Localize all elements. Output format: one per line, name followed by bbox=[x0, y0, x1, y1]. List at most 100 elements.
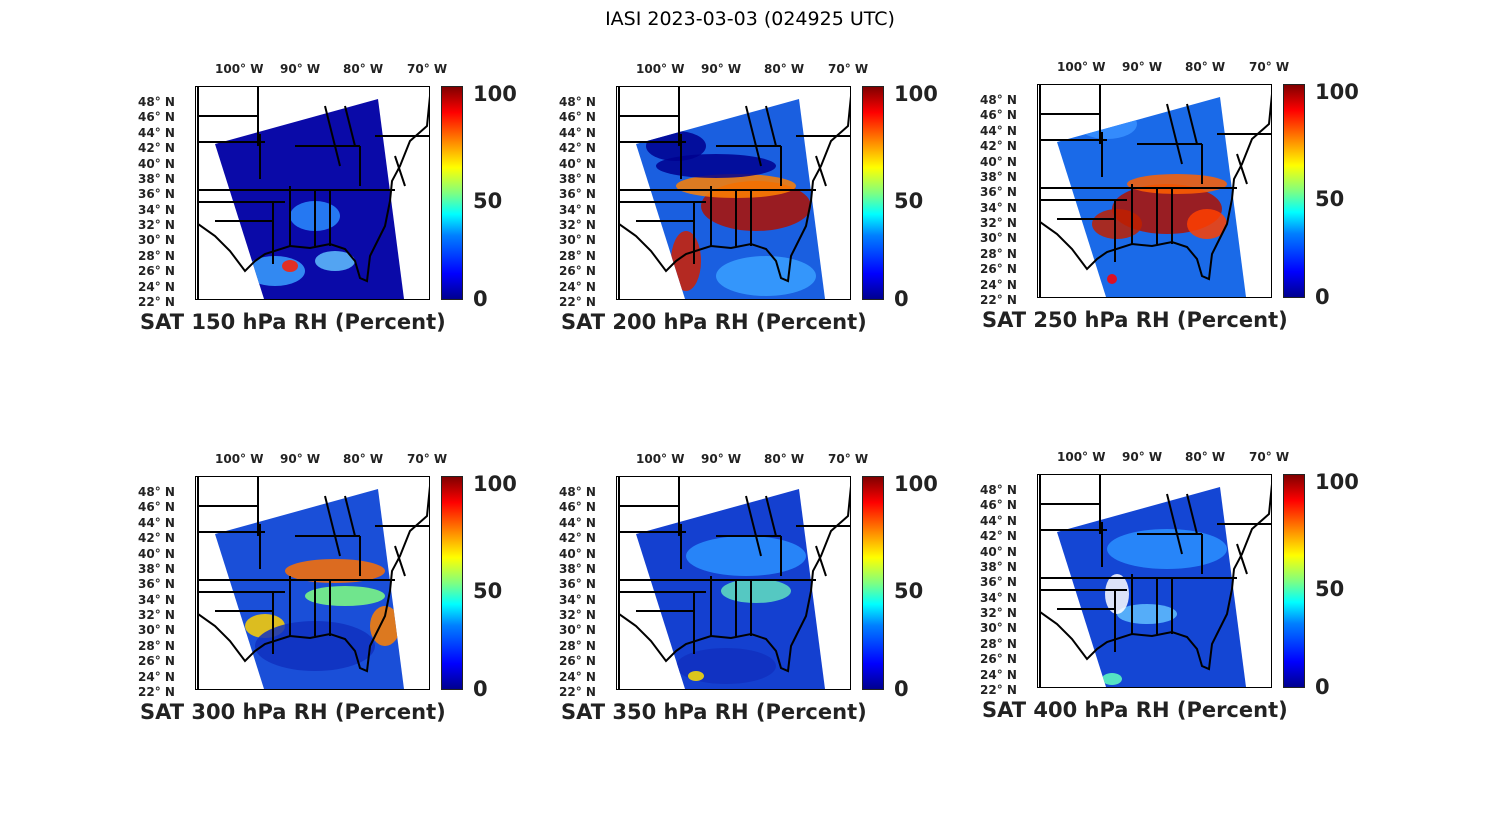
colorbar-tick: 0 bbox=[473, 677, 488, 701]
lat-tick-label: 38° N bbox=[980, 169, 1017, 184]
lon-tick-label: 90° W bbox=[280, 452, 321, 466]
panel-title: SAT 250 hPa RH (Percent) bbox=[982, 308, 1288, 332]
state-borders bbox=[618, 86, 851, 300]
colorbar-tick: 50 bbox=[473, 189, 503, 213]
state-borders bbox=[197, 476, 430, 690]
lat-tick-label: 32° N bbox=[559, 608, 596, 623]
map-panel: 100° W 90° W 80° W 70° W 48° N 46° N 44° N 42° … bbox=[130, 452, 550, 752]
lat-tick-label: 42° N bbox=[138, 141, 175, 156]
satellite-swath bbox=[215, 99, 404, 299]
rh-cluster bbox=[716, 256, 816, 296]
lon-tick-label: 70° W bbox=[1249, 60, 1290, 74]
rh-cluster bbox=[676, 174, 796, 198]
lon-tick-label: 90° W bbox=[701, 452, 742, 466]
lat-tick-label: 42° N bbox=[980, 529, 1017, 544]
lat-tick-label: 34° N bbox=[980, 590, 1017, 605]
lat-tick-label: 26° N bbox=[559, 654, 596, 669]
rh-cluster bbox=[1105, 574, 1129, 614]
lat-tick-label: 28° N bbox=[138, 248, 175, 263]
lat-tick-label: 30° N bbox=[138, 233, 175, 248]
colorbar-tick: 100 bbox=[473, 472, 517, 496]
colorbar-tick: 0 bbox=[894, 287, 909, 311]
lat-tick-label: 24° N bbox=[980, 277, 1017, 292]
lat-tick-label: 38° N bbox=[138, 171, 175, 186]
lat-tick-label: 36° N bbox=[980, 575, 1017, 590]
lat-tick-label: 24° N bbox=[138, 279, 175, 294]
lat-tick-label: 46° N bbox=[980, 498, 1017, 513]
lat-tick-label: 24° N bbox=[559, 669, 596, 684]
lat-tick-label: 48° N bbox=[138, 485, 175, 499]
lon-tick-label: 80° W bbox=[1185, 60, 1226, 74]
lon-tick-label: 90° W bbox=[1122, 450, 1163, 464]
rh-cluster bbox=[646, 131, 706, 161]
lon-tick-label: 100° W bbox=[636, 62, 685, 76]
rh-cluster bbox=[688, 671, 704, 681]
lat-tick-label: 42° N bbox=[980, 139, 1017, 154]
colorbar-tick: 50 bbox=[894, 579, 924, 603]
rh-cluster bbox=[1127, 174, 1227, 194]
colorbar bbox=[862, 476, 884, 690]
lat-tick-label: 36° N bbox=[138, 577, 175, 592]
lat-tick-label: 26° N bbox=[980, 652, 1017, 667]
lat-tick-label: 30° N bbox=[980, 621, 1017, 636]
lon-tick-label: 90° W bbox=[1122, 60, 1163, 74]
lat-tick-label: 28° N bbox=[980, 246, 1017, 261]
lon-tick-label: 90° W bbox=[701, 62, 742, 76]
lon-tick-label: 70° W bbox=[407, 452, 448, 466]
rh-cluster bbox=[1187, 209, 1227, 239]
colorbar bbox=[441, 86, 463, 300]
lat-tick-label: 32° N bbox=[980, 216, 1017, 231]
colorbar bbox=[1283, 84, 1305, 298]
lat-tick-label: 46° N bbox=[138, 500, 175, 515]
lon-tick-label: 100° W bbox=[1057, 60, 1106, 74]
colorbar-tick: 100 bbox=[894, 472, 938, 496]
colorbar bbox=[441, 476, 463, 690]
figure-title: IASI 2023-03-03 (024925 UTC) bbox=[605, 8, 895, 30]
lat-tick-label: 32° N bbox=[138, 218, 175, 233]
lat-tick-label: 26° N bbox=[980, 262, 1017, 277]
state-borders bbox=[618, 476, 851, 690]
lat-tick-label: 48° N bbox=[559, 485, 596, 499]
colorbar bbox=[1283, 474, 1305, 688]
lat-tick-label: 32° N bbox=[138, 608, 175, 623]
lat-tick-label: 30° N bbox=[138, 623, 175, 638]
lon-tick-label: 80° W bbox=[764, 62, 805, 76]
lat-tick-label: 42° N bbox=[138, 531, 175, 546]
lat-tick-label: 22° N bbox=[559, 295, 596, 309]
lat-tick-label: 28° N bbox=[559, 248, 596, 263]
colorbar bbox=[862, 86, 884, 300]
lat-tick-label: 46° N bbox=[138, 110, 175, 125]
lat-tick-label: 38° N bbox=[559, 561, 596, 576]
panel-title: SAT 150 hPa RH (Percent) bbox=[140, 310, 446, 334]
state-borders bbox=[197, 86, 430, 300]
lat-tick-label: 22° N bbox=[138, 685, 175, 699]
lon-tick-label: 100° W bbox=[215, 452, 264, 466]
lat-tick-label: 24° N bbox=[138, 669, 175, 684]
colorbar-tick: 0 bbox=[894, 677, 909, 701]
lon-tick-label: 70° W bbox=[828, 452, 869, 466]
rh-cluster bbox=[1092, 209, 1142, 239]
lat-tick-label: 46° N bbox=[980, 108, 1017, 123]
map-panel: 100° W 90° W 80° W 70° W 48° N 46° N 44° N 42° … bbox=[551, 62, 971, 362]
colorbar-tick: 50 bbox=[473, 579, 503, 603]
lat-tick-label: 44° N bbox=[559, 125, 596, 140]
lat-tick-label: 40° N bbox=[980, 154, 1017, 169]
colorbar-tick: 0 bbox=[1315, 675, 1330, 699]
rh-cluster bbox=[282, 260, 298, 272]
lat-tick-label: 46° N bbox=[559, 110, 596, 125]
colorbar-tick: 0 bbox=[1315, 285, 1330, 309]
lat-tick-label: 36° N bbox=[138, 187, 175, 202]
map-panel: 100° W 90° W 80° W 70° W 48° N 46° N 44° N 42° … bbox=[130, 62, 550, 362]
lat-tick-label: 46° N bbox=[559, 500, 596, 515]
lat-tick-label: 32° N bbox=[980, 606, 1017, 621]
lat-tick-label: 34° N bbox=[559, 592, 596, 607]
rh-cluster bbox=[370, 606, 400, 646]
lat-tick-label: 40° N bbox=[138, 546, 175, 561]
lon-tick-label: 70° W bbox=[828, 62, 869, 76]
rh-cluster bbox=[1102, 673, 1122, 685]
map-axes bbox=[616, 86, 851, 300]
lat-tick-label: 38° N bbox=[138, 561, 175, 576]
rh-cluster bbox=[305, 586, 385, 606]
lon-tick-label: 80° W bbox=[343, 452, 384, 466]
